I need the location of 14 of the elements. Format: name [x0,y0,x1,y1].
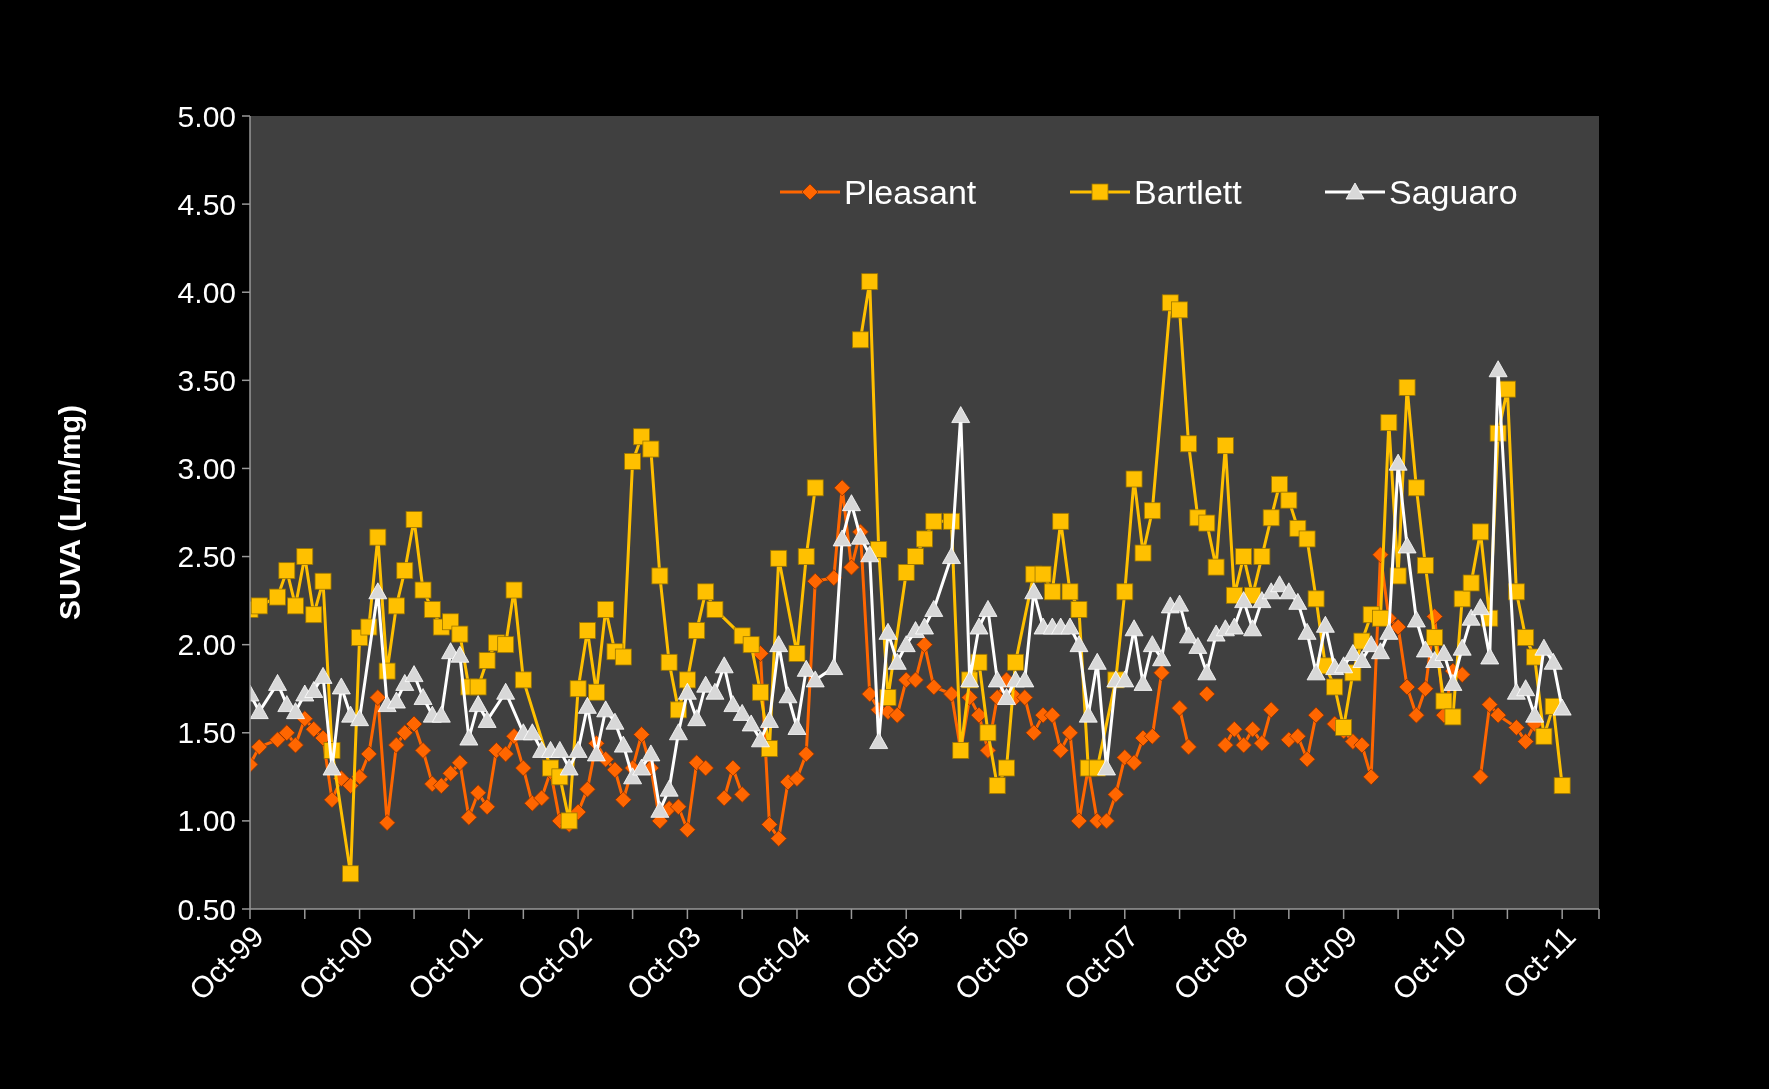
y-tick-label: 1.50 [177,716,236,750]
y-tick-label: 5.00 [177,99,236,133]
legend-label: Pleasant [844,172,977,211]
y-tick-label: 0.50 [177,892,236,926]
y-tick-label: 1.00 [177,804,236,838]
y-tick-label: 2.00 [177,628,236,662]
y-tick-label: 4.00 [177,275,236,309]
legend-label: Saguaro [1389,172,1518,211]
y-tick-label: 3.00 [177,451,236,485]
y-tick-label: 3.50 [177,363,236,397]
y-tick-label: 2.50 [177,540,236,574]
y-tick-label: 4.50 [177,187,236,221]
y-axis-title: SUVA (L/m/mg) [53,405,86,620]
legend-label: Bartlett [1134,172,1243,211]
